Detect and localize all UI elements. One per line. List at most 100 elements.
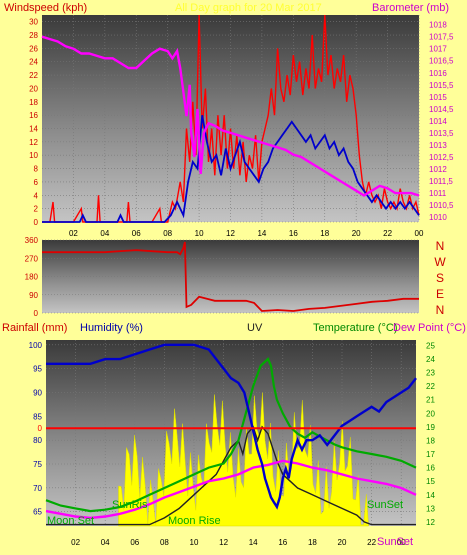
x-tick-label: 12 — [226, 229, 235, 238]
x-tick-label: 18 — [308, 538, 317, 547]
x-tick-label: 22 — [383, 229, 392, 238]
wind-baro-ticks: 02 04 06 08 10 12 14 16 18 20 22 000246810121416182… — [29, 18, 454, 238]
temp-tick-label: 24 — [426, 355, 435, 364]
temp-tick-label: 14 — [426, 491, 435, 500]
baro-tick-label: 1012 — [429, 165, 447, 174]
compass-label: N — [436, 303, 445, 317]
wind-tick-label: 20 — [29, 84, 38, 93]
baro-tick-label: 1011 — [429, 189, 447, 198]
dir-tick-label: 270 — [25, 254, 39, 263]
dir-tick-label: 360 — [25, 236, 39, 245]
baro-tick-label: 1011,5 — [429, 177, 453, 186]
moonrise-label: Moon Rise — [168, 515, 221, 527]
x-tick-label: 00 — [397, 538, 406, 547]
rainfall-axis-title: Rainfall (mm) — [2, 322, 67, 334]
temp-tick-label: 25 — [426, 341, 435, 350]
avg-wind-line — [42, 115, 420, 223]
baro-tick-label: 1014,5 — [429, 105, 454, 114]
x-tick-label: 04 — [100, 229, 109, 238]
wind-baro-series — [41, 14, 420, 223]
x-tick-label: 08 — [160, 538, 169, 547]
wind-tick-label: 6 — [34, 178, 39, 187]
baro-tick-label: 1013 — [429, 141, 447, 150]
temp-tick-label: 21 — [426, 396, 435, 405]
baro-tick-label: 1017 — [429, 45, 447, 54]
dewpoint-axis-title: Dew Point (°C) — [393, 322, 466, 334]
baro-tick-label: 1015 — [429, 93, 447, 102]
compass-label: W — [434, 255, 446, 269]
humidity-axis-title: Humidity (%) — [80, 322, 143, 334]
wind-tick-label: 26 — [29, 44, 38, 53]
temp-tick-label: 22 — [426, 382, 435, 391]
x-tick-label: 00 — [415, 229, 424, 238]
temperature-axis-title: Temperature (°C) — [313, 322, 397, 334]
barometer-line — [41, 35, 420, 197]
temp-tick-label: 18 — [426, 436, 435, 445]
wind-tick-label: 18 — [29, 98, 38, 107]
x-tick-label: 22 — [367, 538, 376, 547]
wind-tick-label: 16 — [29, 111, 38, 120]
x-tick-label: 10 — [190, 538, 199, 547]
wind-tick-label: 2 — [34, 205, 39, 214]
moonset-label: Moon Set — [47, 515, 94, 527]
wind-tick-label: 4 — [34, 191, 39, 200]
baro-tick-label: 1016,5 — [429, 57, 454, 66]
temp-tick-label: 23 — [426, 369, 435, 378]
x-tick-label: 06 — [132, 229, 141, 238]
x-tick-label: 08 — [163, 229, 172, 238]
x-tick-label: 16 — [278, 538, 287, 547]
humidity-tick-label: 65 — [33, 508, 42, 517]
x-tick-label: 12 — [219, 538, 228, 547]
humidity-tick-label: 75 — [33, 460, 42, 469]
temp-tick-label: 12 — [426, 518, 435, 527]
sunrise-label: SunRis — [112, 499, 148, 511]
temp-tick-label: 13 — [426, 504, 435, 513]
humidity-line — [46, 343, 417, 510]
baro-tick-label: 1013,5 — [429, 129, 454, 138]
sunset-label: SunSet — [367, 499, 403, 511]
x-tick-label: 06 — [130, 538, 139, 547]
dewpoint-line — [45, 459, 417, 520]
compass-label: S — [436, 271, 444, 285]
temp-tick-label: 20 — [426, 409, 435, 418]
direction-plot-area — [42, 240, 419, 313]
wind-tick-label: 0 — [34, 218, 39, 227]
wind-tick-label: 12 — [29, 138, 38, 147]
baro-axis-title: Barometer (mb) — [372, 2, 449, 14]
rain-tick-label: 0 — [38, 424, 43, 433]
baro-tick-label: 1018 — [429, 21, 447, 30]
uv-axis-title: UV — [247, 322, 263, 334]
wind-tick-label: 14 — [29, 125, 38, 134]
x-tick-label: 02 — [69, 229, 78, 238]
temp-tick-label: 16 — [426, 464, 435, 473]
wind-tick-label: 22 — [29, 71, 38, 80]
solar-line — [46, 425, 416, 526]
multi-series — [45, 343, 417, 527]
baro-tick-label: 1012,5 — [429, 153, 454, 162]
wind-tick-label: 30 — [29, 18, 38, 27]
humidity-tick-label: 90 — [33, 388, 42, 397]
temperature-line — [45, 357, 417, 513]
baro-tick-label: 1016 — [429, 69, 447, 78]
x-tick-label: 20 — [352, 229, 361, 238]
temp-tick-label: 19 — [426, 423, 435, 432]
baro-tick-label: 1010 — [429, 213, 447, 222]
x-tick-label: 14 — [249, 538, 258, 547]
baro-tick-label: 1015,5 — [429, 81, 454, 90]
direction-series — [42, 241, 419, 312]
direction-line — [42, 241, 419, 312]
sunset-bottom-label: SunSet — [377, 536, 413, 548]
baro-tick-label: 1010,5 — [429, 201, 454, 210]
temp-tick-label: 15 — [426, 477, 435, 486]
wind-baro-plot-area — [42, 15, 419, 222]
x-tick-label: 14 — [257, 229, 266, 238]
compass-label: E — [436, 287, 444, 301]
humidity-tick-label: 85 — [33, 412, 42, 421]
dir-tick-label: 0 — [34, 309, 39, 318]
humidity-tick-label: 70 — [33, 484, 42, 493]
wind-tick-label: 28 — [29, 31, 38, 40]
dir-tick-label: 180 — [25, 273, 39, 282]
compass-label: N — [436, 239, 445, 253]
